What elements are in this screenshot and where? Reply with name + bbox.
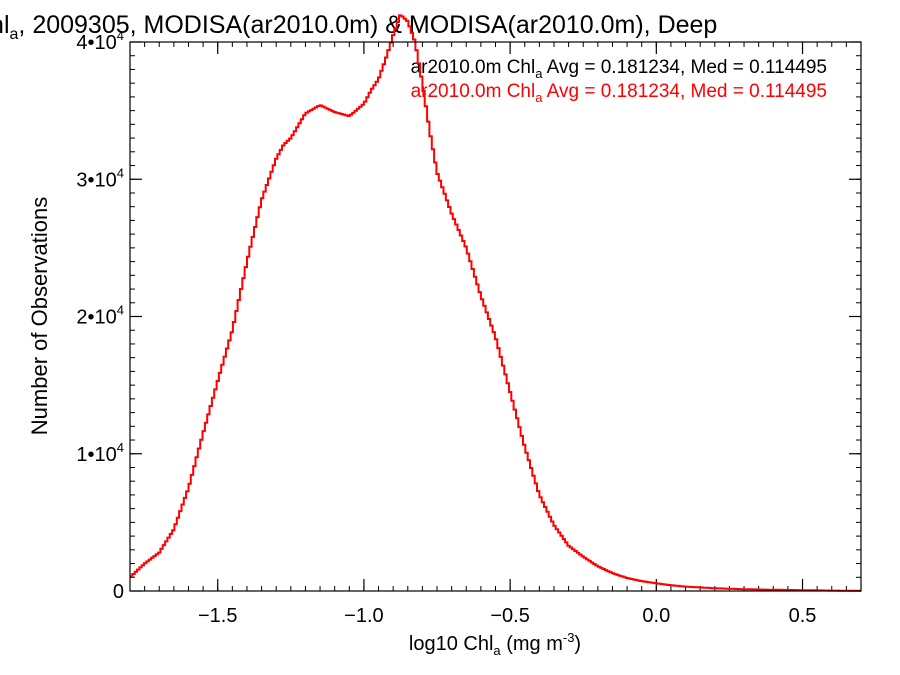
x-axis-label: log10 Chla (mg m-3) <box>409 630 581 658</box>
series-line <box>130 14 861 592</box>
y-tick-label: 2•104 <box>76 303 124 329</box>
axis-tick-labels: −1.5 −1.0 −0.5 0.0 0.5 0 1•104 2•104 3•104 4•104 <box>76 28 816 627</box>
x-tick-label: 0.5 <box>789 605 817 627</box>
legend-entry-2: ar2010.0m Chla Avg = 0.181234, Med = 0.1… <box>411 81 827 105</box>
y-tick-label: 1•104 <box>76 440 124 466</box>
x-tick-label: −1.0 <box>344 605 383 627</box>
y-tick-label: 3•104 <box>76 165 124 191</box>
x-tick-label: −1.5 <box>198 605 237 627</box>
x-tick-label: −0.5 <box>490 605 529 627</box>
y-tick-label: 0 <box>113 581 124 603</box>
y-axis-label: Number of Observations <box>27 197 52 435</box>
legend-entry-1: ar2010.0m Chla Avg = 0.181234, Med = 0.1… <box>411 57 827 81</box>
axis-ticks <box>129 41 862 592</box>
chart-title: Chla, 2009305, MODISA(ar2010.0m) & MODIS… <box>0 11 717 43</box>
y-tick-label: 4•104 <box>76 28 124 54</box>
legend: ar2010.0m Chla Avg = 0.181234, Med = 0.1… <box>411 57 827 105</box>
plot-frame <box>129 41 862 592</box>
x-tick-label: 0.0 <box>642 605 670 627</box>
